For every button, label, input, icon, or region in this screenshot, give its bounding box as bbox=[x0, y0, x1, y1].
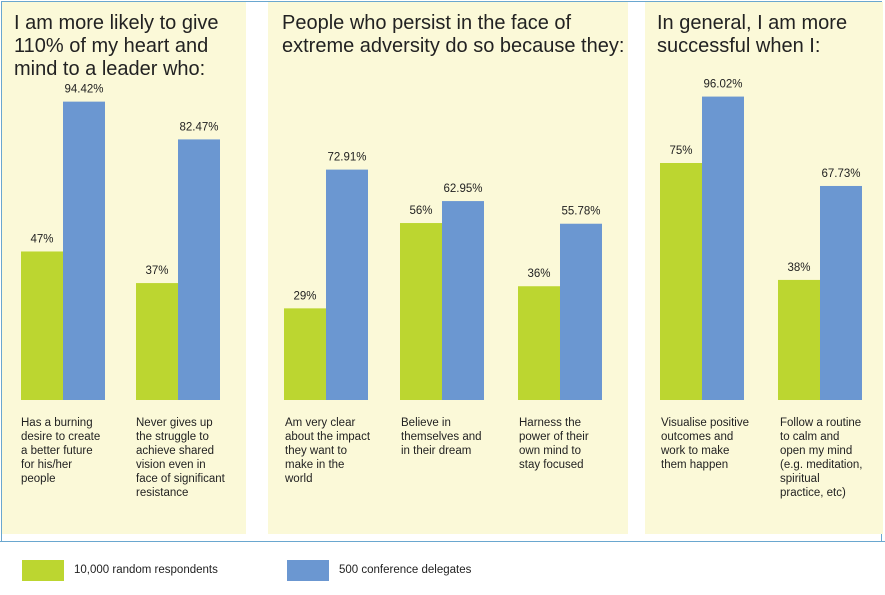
category-label: Follow a routine to calm and open my min… bbox=[780, 417, 863, 499]
data-label: 55.78% bbox=[561, 206, 600, 218]
data-label: 82.47% bbox=[179, 121, 218, 133]
data-label: 96.02% bbox=[703, 79, 742, 91]
data-label: 36% bbox=[527, 268, 550, 280]
bar-random bbox=[136, 283, 178, 400]
legend-swatch-random bbox=[22, 560, 64, 581]
bar-chart-leader: 47% 94.42% 37% 82.47% bbox=[21, 84, 220, 400]
bar-random bbox=[778, 279, 820, 400]
bar-delegates bbox=[63, 101, 105, 400]
bar-delegates bbox=[702, 96, 744, 401]
data-label: 75% bbox=[669, 145, 692, 157]
legend: 10,000 random respondents 500 conference… bbox=[0, 541, 885, 595]
panel-successful: In general, I am more successful when I:… bbox=[645, 2, 883, 534]
bar-delegates bbox=[178, 139, 220, 400]
panel-leader: I am more likely to give 110% of my hear… bbox=[2, 2, 246, 534]
category-label: Never gives up the struggle to achieve s… bbox=[136, 417, 225, 499]
category-label: Visualise positive outcomes and work to … bbox=[661, 417, 750, 471]
category-label: Believe in themselves and in their dream bbox=[401, 417, 482, 457]
bar-delegates bbox=[820, 185, 862, 400]
bar-delegates bbox=[560, 223, 602, 400]
bar-delegates bbox=[442, 201, 484, 400]
category-label: Am very clear about the impact they want… bbox=[285, 417, 371, 485]
data-label: 29% bbox=[293, 290, 316, 302]
panel-title: People who persist in the face of extrem… bbox=[282, 12, 625, 57]
data-label: 67.73% bbox=[821, 168, 860, 180]
category-label: Harness the power of their own mind to s… bbox=[519, 417, 589, 471]
panel-title: In general, I am more successful when I: bbox=[657, 12, 848, 57]
panel-title: I am more likely to give 110% of my hear… bbox=[14, 12, 219, 80]
bar-random bbox=[660, 163, 702, 400]
category-label: Has a burning desire to create a better … bbox=[21, 417, 101, 485]
data-label: 37% bbox=[145, 265, 168, 277]
data-label: 56% bbox=[409, 205, 432, 217]
data-label: 62.95% bbox=[443, 183, 482, 195]
bar-chart-successful: 75% 96.02% 38% 67.73% bbox=[660, 79, 862, 401]
legend-label-random: 10,000 random respondents bbox=[74, 564, 218, 576]
data-label: 72.91% bbox=[327, 152, 366, 164]
bar-random bbox=[21, 251, 63, 400]
data-label: 94.42% bbox=[64, 84, 103, 96]
data-label: 47% bbox=[30, 233, 53, 245]
bar-random bbox=[400, 223, 442, 400]
bar-random bbox=[284, 308, 326, 400]
bar-delegates bbox=[326, 169, 368, 400]
bar-chart-persist: 29% 72.91% 56% 62.95% 36% 55.78% bbox=[284, 152, 602, 400]
bar-random bbox=[518, 286, 560, 400]
legend-swatch-delegates bbox=[287, 560, 329, 581]
data-label: 38% bbox=[787, 262, 810, 274]
legend-label-delegates: 500 conference delegates bbox=[339, 564, 472, 576]
panel-persist: People who persist in the face of extrem… bbox=[268, 2, 628, 534]
